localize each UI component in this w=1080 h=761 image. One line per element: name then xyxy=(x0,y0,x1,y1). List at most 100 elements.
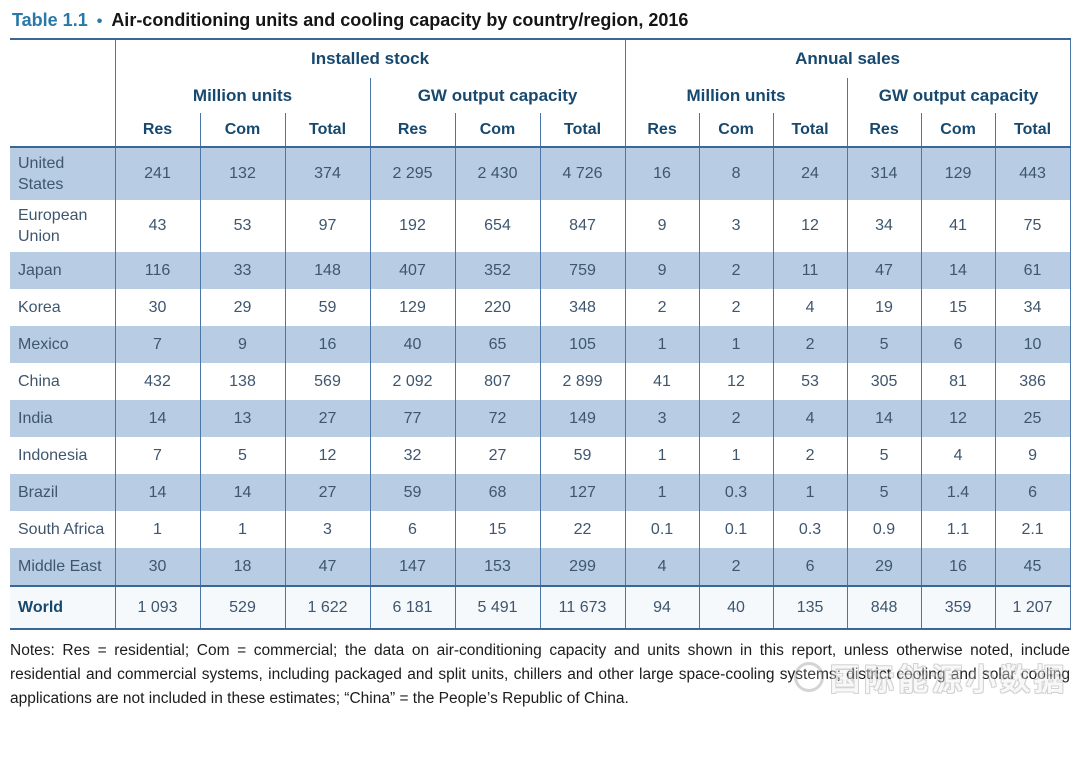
table-cell: 1 207 xyxy=(994,586,1071,630)
column-header: Total xyxy=(994,113,1071,147)
table-cell: 5 xyxy=(846,437,922,475)
column-header: Res xyxy=(624,113,700,147)
table-cell: 2 899 xyxy=(539,363,626,401)
table-cell: 0.9 xyxy=(846,511,922,549)
table-cell: 53 xyxy=(199,200,285,253)
group-header-annual-sales: Annual sales xyxy=(624,39,1071,78)
table-cell: 27 xyxy=(454,437,540,475)
table-title-text: Air-conditioning units and cooling capac… xyxy=(111,10,689,30)
table-cell: 0.3 xyxy=(698,474,774,512)
table-cell: 7 xyxy=(114,326,200,364)
table-cell: 3 xyxy=(284,511,370,549)
table-cell: 16 xyxy=(920,548,996,587)
table-cell: 314 xyxy=(846,147,922,201)
column-header: Com xyxy=(199,113,285,147)
table-cell: 1 xyxy=(698,437,774,475)
group-header-installed-stock: Installed stock xyxy=(310,49,430,68)
table-cell: 1 xyxy=(199,511,285,549)
table-cell: 569 xyxy=(284,363,370,401)
table-cell: 1 622 xyxy=(284,586,370,630)
table-cell: 45 xyxy=(994,548,1071,587)
table-cell: 14 xyxy=(114,400,200,438)
row-country-label: Indonesia xyxy=(10,437,116,475)
table-cell: 5 491 xyxy=(454,586,540,630)
table-cell: 1 xyxy=(624,437,700,475)
table-cell: 153 xyxy=(454,548,540,587)
table-cell: 33 xyxy=(199,252,285,290)
table-cell: 3 xyxy=(698,200,774,253)
table-cell: 61 xyxy=(994,252,1071,290)
table-cell: 12 xyxy=(920,400,996,438)
column-header: Total xyxy=(284,113,370,147)
row-country-label: India xyxy=(10,400,116,438)
table-cell: 65 xyxy=(454,326,540,364)
table-cell: 81 xyxy=(920,363,996,401)
column-header: Res xyxy=(142,120,173,138)
table-cell: 1 xyxy=(698,326,774,364)
table-cell: 12 xyxy=(772,200,848,253)
table-cell: 11 xyxy=(772,252,848,290)
table-cell: 149 xyxy=(539,400,626,438)
table-cell: 2 430 xyxy=(454,147,540,201)
table-cell: 2 xyxy=(698,252,774,290)
subgroup-header: Million units xyxy=(624,78,848,113)
table-cell: 386 xyxy=(994,363,1071,401)
table-cell: 2 295 xyxy=(369,147,455,201)
table-cell: 132 xyxy=(199,147,285,201)
table-cell: 2 xyxy=(698,400,774,438)
table-cell: 14 xyxy=(199,474,285,512)
table-row: United States 241 132 374 2 295 2 430 4 726 16 8… xyxy=(10,147,1071,201)
table-cell: 1 xyxy=(772,474,848,512)
table-cell: 807 xyxy=(454,363,540,401)
table-cell: 15 xyxy=(454,511,540,549)
table-cell: 654 xyxy=(454,200,540,253)
row-country-label: Korea xyxy=(10,289,116,327)
table-cell: 2 xyxy=(698,548,774,587)
table-cell: 18 xyxy=(199,548,285,587)
table-cell: 4 xyxy=(624,548,700,587)
column-header: Res xyxy=(846,113,922,147)
table-cell: 1 xyxy=(624,474,700,512)
table-cell: 14 xyxy=(920,252,996,290)
table-cell: 127 xyxy=(539,474,626,512)
table-number-label: Table 1.1 xyxy=(12,10,88,30)
table-cell: 1.4 xyxy=(920,474,996,512)
table-cell: 16 xyxy=(284,326,370,364)
row-country-label: Brazil xyxy=(10,474,116,512)
table-cell: 8 xyxy=(698,147,774,201)
table-cell: 6 xyxy=(772,548,848,587)
table-cell: 305 xyxy=(846,363,922,401)
row-country-label: South Africa xyxy=(10,511,116,549)
column-header: Total xyxy=(539,113,626,147)
row-country-label: United States xyxy=(10,147,116,201)
table-cell: 9 xyxy=(624,252,700,290)
table-cell: 5 xyxy=(846,474,922,512)
table-cell: 53 xyxy=(772,363,848,401)
table-cell: 59 xyxy=(369,474,455,512)
table-cell: 10 xyxy=(994,326,1071,364)
table-row: Korea 30 29 59 129 220 348 2 2 4 19 15 34 xyxy=(10,289,1071,327)
row-country-label: World xyxy=(10,586,116,630)
table-cell: 135 xyxy=(772,586,848,630)
row-country-label: Middle East xyxy=(10,548,116,587)
table-cell: 241 xyxy=(114,147,200,201)
table-cell: 2 xyxy=(772,437,848,475)
table-cell: 9 xyxy=(624,200,700,253)
table-row: Mexico 7 9 16 40 65 105 1 1 2 5 6 10 xyxy=(10,326,1071,364)
table-cell: 4 726 xyxy=(539,147,626,201)
table-cell: 27 xyxy=(284,400,370,438)
table-cell: 192 xyxy=(369,200,455,253)
subgroup-header: GW output capacity xyxy=(846,78,1071,113)
table-cell: 97 xyxy=(284,200,370,253)
table-row: Indonesia 7 5 12 32 27 59 1 1 2 5 4 9 xyxy=(10,437,1071,475)
row-country-label: Mexico xyxy=(10,326,116,364)
subgroup-header: GW output capacity xyxy=(369,78,626,113)
table-cell: 59 xyxy=(539,437,626,475)
table-cell: 34 xyxy=(846,200,922,253)
table-notes: Notes: Res = residential; Com = commerci… xyxy=(10,642,1070,707)
row-country-label: China xyxy=(10,363,116,401)
table-row: European Union 43 53 97 192 654 847 9 3 12 34 41 75 xyxy=(10,200,1071,253)
table-cell: 68 xyxy=(454,474,540,512)
table-cell: 94 xyxy=(624,586,700,630)
